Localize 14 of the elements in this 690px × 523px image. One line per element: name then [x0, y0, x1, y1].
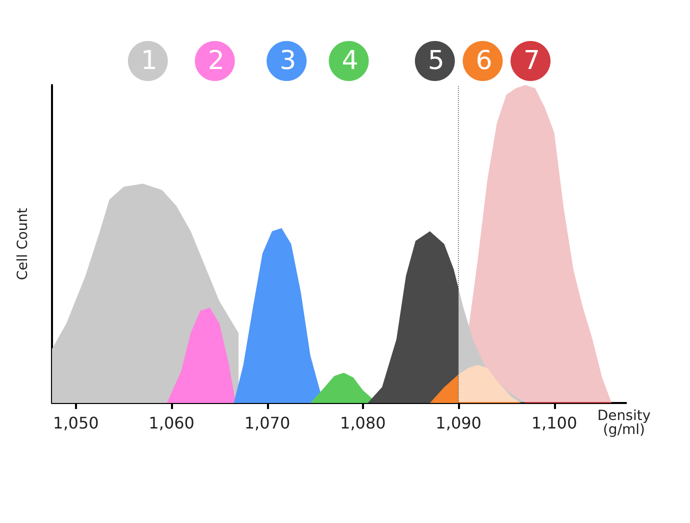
- x-tick-label: 1,090: [436, 414, 482, 432]
- x-tick-label: 1,060: [148, 414, 194, 432]
- x-axis-title: Density (g/ml): [597, 408, 651, 438]
- x-tick-label: 1,100: [531, 414, 578, 432]
- x-tick-label: 1,080: [340, 414, 386, 432]
- y-axis-title: Cell Count: [15, 207, 31, 280]
- text: 5: [428, 46, 444, 76]
- x-tick-label: 1,050: [53, 414, 99, 432]
- text: 2: [208, 46, 224, 76]
- series-label: 7: [524, 46, 540, 76]
- text: 3: [280, 46, 296, 76]
- text: 6: [476, 46, 492, 76]
- text: 4: [342, 46, 358, 76]
- x-tick-label: 1,070: [244, 414, 290, 432]
